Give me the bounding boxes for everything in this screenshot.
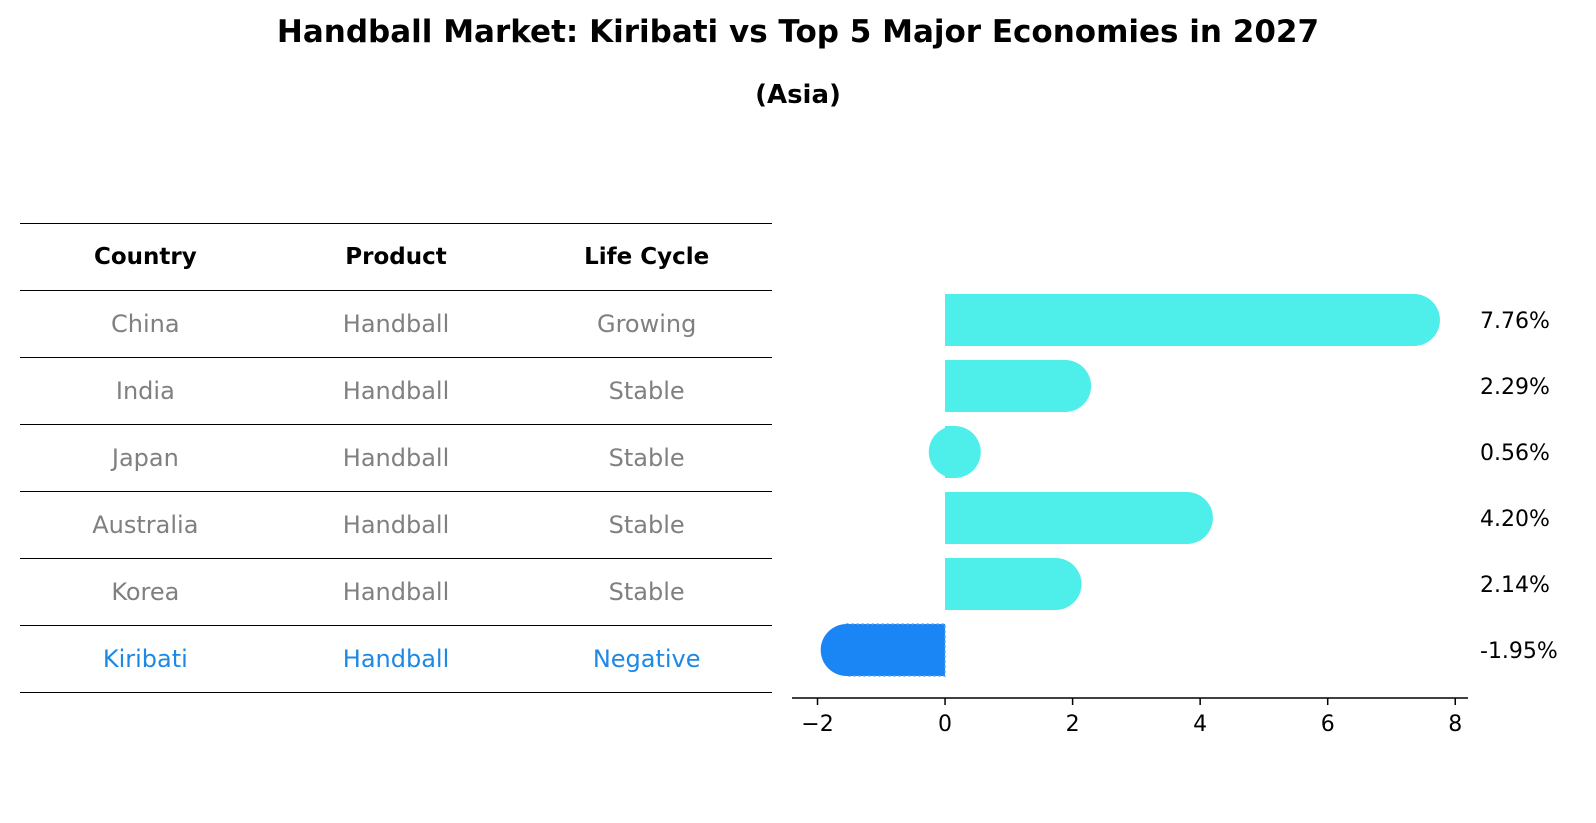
value-label: 2.14%: [1480, 573, 1550, 598]
x-tick-label: 2: [1066, 712, 1080, 737]
bar-korea: [945, 558, 1082, 610]
value-label: 4.20%: [1480, 507, 1550, 532]
cell-product: Handball: [342, 377, 450, 405]
cell-product: Handball: [342, 444, 450, 472]
table-header-row: Country Product Life Cycle: [20, 223, 772, 291]
bar-japan: [928, 426, 981, 478]
value-label: 7.76%: [1480, 309, 1550, 334]
x-tick-label: 4: [1193, 712, 1207, 737]
cell-product: Handball: [342, 310, 450, 338]
header-life-cycle: Life Cycle: [584, 244, 710, 270]
cell-country: Kiribati: [102, 645, 188, 673]
cell-country: China: [111, 310, 180, 338]
bar-china: [945, 294, 1440, 346]
table-row: Japan Handball Stable: [20, 425, 772, 492]
value-label: 0.56%: [1480, 441, 1550, 466]
cell-country: Australia: [92, 511, 199, 539]
cell-life-cycle: Negative: [592, 645, 701, 673]
bar-india: [945, 360, 1092, 412]
cell-product: Handball: [342, 645, 450, 673]
chart-subtitle: (Asia): [755, 80, 841, 110]
value-label: -1.95%: [1480, 639, 1558, 664]
x-tick-label: 0: [938, 712, 952, 737]
cell-life-cycle: Stable: [608, 377, 685, 405]
cell-life-cycle: Stable: [608, 444, 685, 472]
value-labels-group: 7.76% 2.29% 0.56% 4.20% 2.14% -1.95%: [1480, 309, 1558, 664]
cell-life-cycle: Stable: [608, 511, 685, 539]
x-ticks-group: −2 0 2 4 6 8: [801, 698, 1462, 737]
bars-group: [820, 294, 1440, 677]
header-country: Country: [93, 244, 197, 270]
table-row-highlight: Kiribati Handball Negative: [20, 626, 772, 693]
x-tick-label: 6: [1321, 712, 1335, 737]
cell-product: Handball: [342, 511, 450, 539]
cell-country: Japan: [111, 444, 179, 472]
table-row: Korea Handball Stable: [20, 559, 772, 626]
comparison-table: Country Product Life Cycle China Handbal…: [20, 223, 772, 693]
cell-life-cycle: Growing: [596, 310, 697, 338]
cell-country: India: [115, 377, 175, 405]
x-tick-label: −2: [801, 712, 833, 737]
cell-country: Korea: [111, 578, 180, 606]
value-label: 2.29%: [1480, 375, 1550, 400]
header-product: Product: [345, 244, 447, 270]
cell-life-cycle: Stable: [608, 578, 685, 606]
cell-product: Handball: [342, 578, 450, 606]
table-row: Australia Handball Stable: [20, 492, 772, 559]
bar-australia: [945, 492, 1213, 544]
bar-kiribati: [820, 623, 946, 677]
x-tick-label: 8: [1448, 712, 1462, 737]
chart-title: Handball Market: Kiribati vs Top 5 Major…: [276, 14, 1320, 50]
table-row: India Handball Stable: [20, 358, 772, 425]
table-row: China Handball Growing: [20, 291, 772, 358]
